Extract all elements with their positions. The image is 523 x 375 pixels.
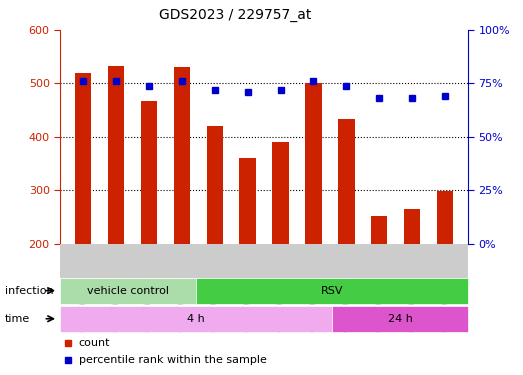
Bar <box>305 84 322 244</box>
Text: 24 h: 24 h <box>388 314 413 324</box>
Text: vehicle control: vehicle control <box>87 286 169 296</box>
Bar <box>75 73 92 244</box>
Bar <box>108 66 124 244</box>
Bar <box>60 278 196 304</box>
Text: RSV: RSV <box>321 286 344 296</box>
Text: infection: infection <box>5 286 54 296</box>
Bar <box>437 191 453 244</box>
Text: count: count <box>78 338 110 348</box>
Text: time: time <box>5 314 30 324</box>
Bar <box>196 278 468 304</box>
Bar <box>141 100 157 244</box>
Bar <box>338 119 355 244</box>
Bar <box>60 306 332 332</box>
Bar <box>272 142 289 244</box>
Text: GDS2023 / 229757_at: GDS2023 / 229757_at <box>159 9 312 22</box>
Bar <box>174 67 190 244</box>
Bar <box>207 126 223 244</box>
Bar <box>240 158 256 244</box>
Text: 4 h: 4 h <box>187 314 205 324</box>
Bar <box>371 216 388 244</box>
Bar <box>404 209 420 244</box>
Text: percentile rank within the sample: percentile rank within the sample <box>78 355 266 365</box>
Bar <box>332 306 468 332</box>
